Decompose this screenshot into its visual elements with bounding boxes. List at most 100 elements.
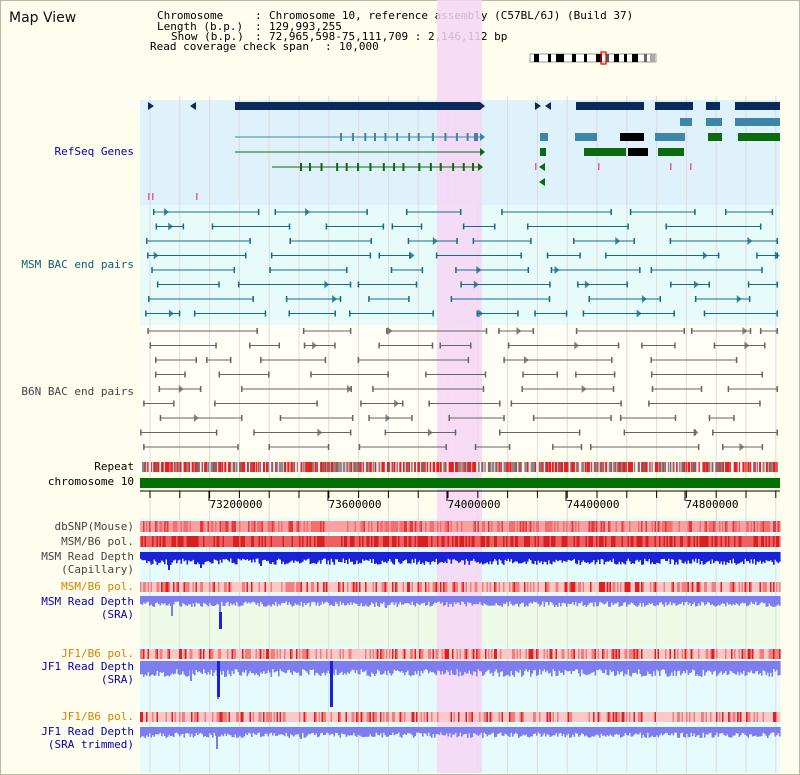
heat-cell: [762, 536, 765, 547]
track-label-jf1-depth-sra-1[interactable]: JF1 Read Depth: [41, 660, 134, 673]
track-label-refseq[interactable]: RefSeq Genes: [54, 145, 134, 158]
depth-bar: [509, 596, 511, 602]
bac-end: [776, 328, 778, 334]
depth-bar: [744, 661, 747, 677]
heat-cell: [623, 536, 625, 547]
heat-cell: [398, 582, 400, 592]
repeat-element: [667, 462, 670, 472]
heat-cell: [266, 521, 268, 532]
heat-cell: [486, 536, 489, 547]
depth-peak: [217, 661, 220, 697]
depth-bar: [351, 727, 354, 736]
depth-bar: [527, 552, 529, 562]
track-label-msm-b6-pol-1[interactable]: MSM/B6 pol.: [61, 535, 134, 548]
depth-bar: [627, 552, 630, 559]
heat-cell: [252, 712, 255, 722]
repeat-element: [333, 462, 337, 472]
depth-bar: [761, 727, 763, 736]
depth-bar: [657, 661, 660, 672]
heat-cell: [296, 712, 298, 722]
heat-cell: [482, 712, 484, 722]
heat-cell: [140, 712, 142, 722]
depth-bar: [710, 727, 712, 733]
heat-cell: [710, 582, 712, 592]
heat-cell: [606, 536, 609, 547]
track-label-b6n-bac[interactable]: B6N BAC end pairs: [21, 385, 134, 398]
depth-bar: [237, 552, 240, 559]
depth-bar: [426, 552, 429, 562]
track-label-msm-depth-sra-1[interactable]: MSM Read Depth: [41, 595, 134, 608]
depth-bar: [656, 596, 658, 606]
depth-bar: [338, 661, 340, 675]
repeat-element: [687, 462, 691, 472]
depth-bar: [684, 727, 687, 738]
repeat-element: [161, 462, 164, 472]
repeat-element: [651, 462, 653, 472]
heat-cell: [371, 712, 373, 722]
track-label-jf1-b6-pol-1[interactable]: JF1/B6 pol.: [61, 647, 134, 660]
track-label-dbsnp[interactable]: dbSNP(Mouse): [54, 520, 134, 533]
heat-cell: [158, 712, 160, 722]
bac-end: [665, 223, 667, 230]
depth-bar: [647, 727, 649, 733]
heat-cell: [147, 582, 150, 592]
heat-cell: [315, 536, 318, 547]
heat-cell: [201, 712, 204, 722]
heat-cell: [221, 712, 223, 722]
depth-bar: [720, 661, 723, 672]
depth-bar: [192, 661, 195, 674]
heat-cell: [596, 582, 598, 592]
depth-bar: [365, 552, 367, 560]
heat-cell: [410, 582, 412, 592]
heat-cell: [236, 712, 238, 722]
heat-cell: [711, 712, 714, 722]
depth-bar: [189, 727, 192, 737]
heat-cell: [690, 712, 693, 722]
depth-bar: [494, 552, 496, 560]
chromosome-key: Chromosome: [157, 9, 224, 22]
track-label-jf1-depth-trim-1[interactable]: JF1 Read Depth: [41, 725, 134, 738]
depth-bar: [638, 661, 640, 670]
depth-bar: [747, 596, 750, 606]
heat-cell: [543, 712, 546, 722]
track-label-msm-bac[interactable]: MSM BAC end pairs: [21, 258, 134, 271]
depth-bar: [680, 661, 682, 676]
heat-cell: [590, 536, 592, 547]
depth-bar: [696, 661, 699, 675]
track-label-msm-depth-cap-1[interactable]: MSM Read Depth: [41, 550, 134, 563]
heat-cell: [531, 649, 534, 659]
depth-bar: [689, 596, 691, 603]
track-label-chromosome: chromosome 10: [47, 475, 134, 488]
track-label-jf1-b6-pol-2[interactable]: JF1/B6 pol.: [61, 710, 134, 723]
repeat-element: [630, 462, 633, 472]
depth-bar: [498, 661, 501, 677]
depth-bar: [546, 596, 549, 603]
depth-bar: [645, 596, 648, 606]
heat-cell: [587, 521, 589, 532]
heat-cell: [509, 536, 511, 547]
depth-bar: [747, 552, 750, 561]
heat-cell: [501, 582, 504, 592]
heat-cell: [306, 712, 309, 722]
depth-bar: [504, 661, 507, 676]
repeat-element: [495, 462, 498, 472]
repeat-element: [243, 462, 246, 472]
heat-cell: [267, 536, 270, 547]
heat-cell: [491, 649, 493, 659]
depth-bar: [219, 661, 222, 672]
depth-bar: [768, 727, 771, 736]
heat-cell: [209, 521, 211, 532]
track-label-msm-b6-pol-2[interactable]: MSM/B6 pol.: [61, 580, 134, 593]
heat-cell: [407, 582, 409, 592]
depth-bar: [398, 727, 400, 733]
bac-end: [673, 310, 675, 317]
repeat-element: [500, 462, 503, 472]
bac-arrow: [178, 385, 184, 393]
depth-bar: [221, 727, 223, 735]
depth-bar: [191, 596, 193, 607]
heat-cell: [173, 712, 175, 722]
depth-bar: [497, 727, 499, 735]
depth-bar: [284, 596, 286, 603]
depth-bar: [590, 552, 592, 563]
